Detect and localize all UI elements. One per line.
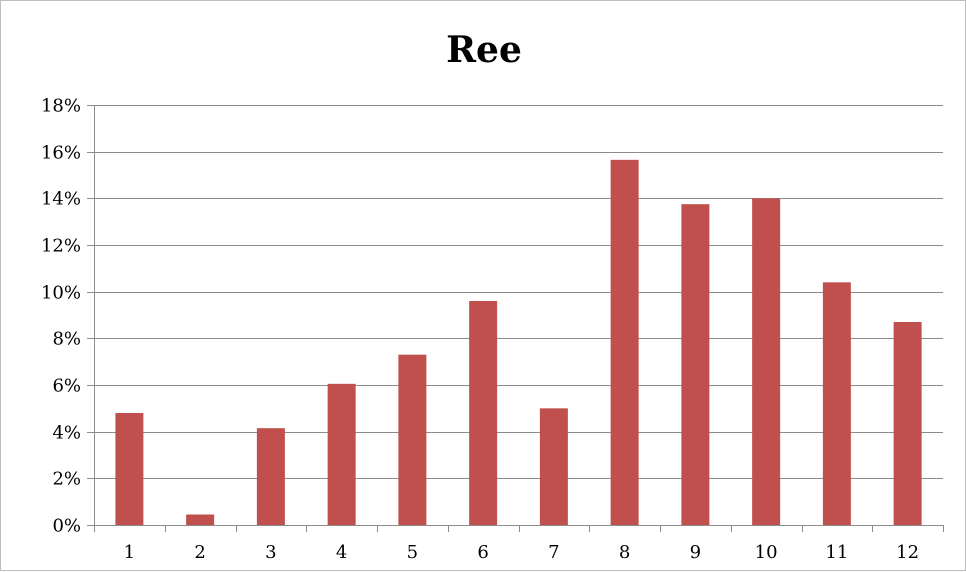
x-axis-ticks: 1 2 3 4 5 6 7 8 9 10 11 12 xyxy=(94,525,944,563)
bar-7 xyxy=(539,408,568,525)
x-tick-label: 3 xyxy=(265,542,276,563)
y-tick-label: 4% xyxy=(52,423,81,444)
bar-12 xyxy=(893,322,922,525)
y-tick-label: 16% xyxy=(41,143,81,164)
bar-11 xyxy=(822,282,851,525)
bar-1 xyxy=(115,413,144,525)
bar-3 xyxy=(256,428,285,525)
x-tick-label: 9 xyxy=(690,542,701,563)
y-tick-label: 8% xyxy=(52,329,81,350)
bar-10 xyxy=(752,198,781,525)
y-tick-label: 18% xyxy=(41,96,81,117)
gridlines xyxy=(94,105,943,479)
x-tick-label: 11 xyxy=(825,542,848,563)
bar-2 xyxy=(186,514,215,525)
x-tick-label: 1 xyxy=(124,542,135,563)
axes xyxy=(94,105,943,526)
x-tick-label: 10 xyxy=(755,542,778,563)
y-tick-label: 12% xyxy=(41,236,81,257)
x-tick-label: 8 xyxy=(619,542,630,563)
x-tick-label: 2 xyxy=(194,542,205,563)
bar-4 xyxy=(327,383,356,525)
bar-5 xyxy=(398,354,427,525)
x-tick-label: 4 xyxy=(336,542,347,563)
x-tick-label: 5 xyxy=(407,542,418,563)
x-tick-label: 6 xyxy=(477,542,488,563)
bar-8 xyxy=(610,159,639,525)
y-tick-label: 0% xyxy=(52,516,81,537)
bar-9 xyxy=(681,204,710,526)
x-tick-label: 12 xyxy=(896,542,919,563)
bars xyxy=(115,159,922,526)
y-tick-label: 10% xyxy=(41,283,81,304)
chart-title: Ree xyxy=(446,29,522,71)
y-tick-label: 2% xyxy=(52,469,81,490)
y-tick-label: 6% xyxy=(52,376,81,397)
y-axis-ticks: 0% 2% 4% 6% 8% 10% 12% 14% 16% 18% xyxy=(41,96,94,537)
bar-6 xyxy=(469,301,498,525)
x-tick-label: 7 xyxy=(548,542,559,563)
y-tick-label: 14% xyxy=(41,189,81,210)
